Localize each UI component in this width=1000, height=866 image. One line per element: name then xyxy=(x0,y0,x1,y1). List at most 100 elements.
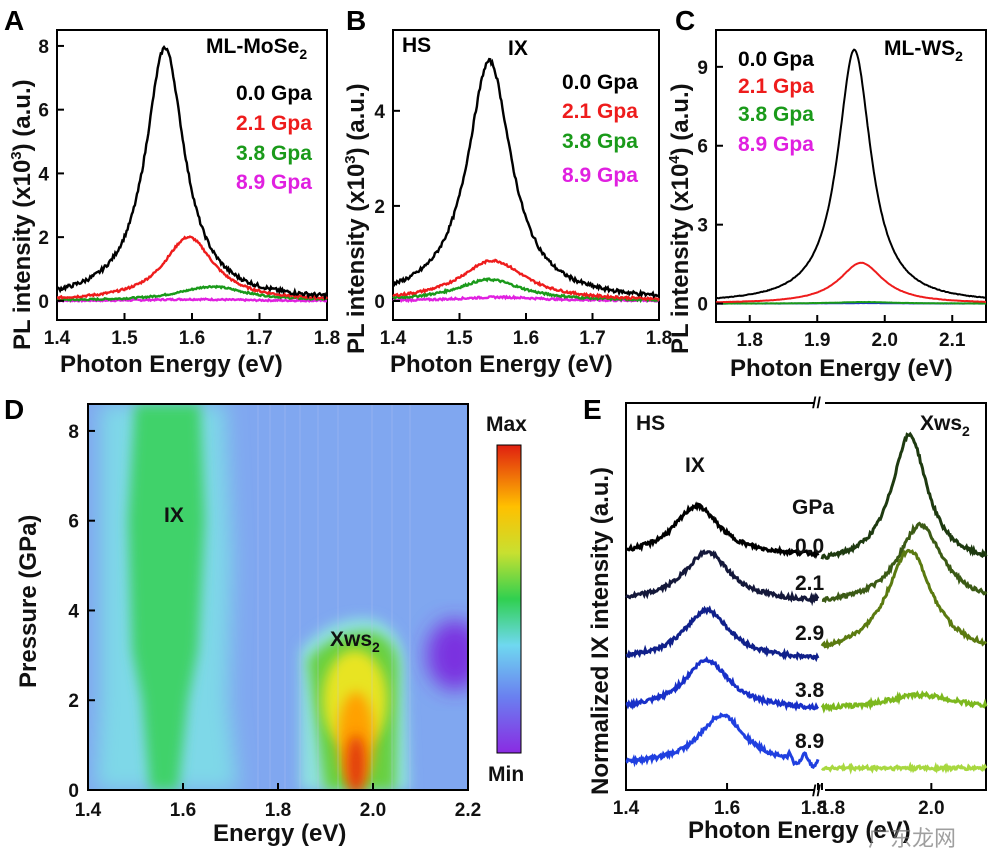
panel-e-pressure-4: 8.9 xyxy=(795,730,824,753)
panel-e-pressure-2: 2.9 xyxy=(795,622,824,645)
panel-a-ticks: 1.4 1.5 1.6 1.7 1.8 0 2 4 6 8 xyxy=(38,37,340,349)
x-tick-label: 1.4 xyxy=(613,798,640,819)
y-tick-label: 6 xyxy=(697,137,708,158)
xws2-curve-2-9 xyxy=(820,548,988,650)
panel-d-ylabel: Pressure (GPa) xyxy=(15,515,42,688)
panel-e-xlabel: Photon Energy (eV) xyxy=(688,817,911,844)
panel-b-ticks: 1.4 1.5 1.6 1.7 1.8 0 2 4 xyxy=(374,102,672,349)
y-tick-label: 2 xyxy=(68,691,79,712)
panel-e-letter: E xyxy=(583,394,602,425)
panel-d-xlabel: Energy (eV) xyxy=(213,820,346,847)
panel-d-letter: D xyxy=(4,394,24,425)
panel-b-letter: B xyxy=(346,5,366,36)
x-tick-label: 1.7 xyxy=(579,328,605,349)
panel-d-xws2-label: Xws2 xyxy=(330,628,380,655)
x-tick-label: 2.0 xyxy=(360,800,386,821)
y-tick-label: 8 xyxy=(38,37,49,58)
panel-e-pressure-0: 0.0 xyxy=(795,535,824,558)
x-tick-label: 1.6 xyxy=(714,798,740,819)
panel-a-ylabel: PL intensity (x103) (a.u.) xyxy=(8,79,36,350)
x-tick-label: 1.4 xyxy=(44,328,71,349)
panel-d: D 1.4 1.6 1. xyxy=(4,394,527,847)
panel-b-legend-1: 2.1 Gpa xyxy=(562,100,638,123)
y-tick-label: 3 xyxy=(697,216,708,237)
y-tick-label: 4 xyxy=(38,164,49,185)
panel-b-ylabel: PL intensity (x103) (a.u.) xyxy=(342,83,370,354)
series-line-2-1-gpa xyxy=(392,258,660,302)
panel-d-ticks: 1.4 1.6 1.8 2.0 2.2 0 2 4 6 8 xyxy=(68,422,481,821)
panel-a-legend-1: 2.1 Gpa xyxy=(236,112,312,135)
x-tick-label: 1.8 xyxy=(646,328,672,349)
series-line-0-0-gpa xyxy=(56,45,328,302)
panel-b-legend-2: 3.8 Gpa xyxy=(562,130,638,153)
panel-e-ticks: 1.4 1.6 1.81.8 2.0 xyxy=(613,783,945,819)
panel-e-break-mark-bottom: // xyxy=(812,783,821,800)
x-tick-label: 1.4 xyxy=(75,800,102,821)
panel-c-title: ML-WS2 xyxy=(884,37,963,64)
y-tick-label: 9 xyxy=(697,58,708,79)
panel-c-frame xyxy=(715,29,987,323)
colorbar-min-label: Min xyxy=(488,763,524,786)
x-tick-label: 2.0 xyxy=(918,798,944,819)
x-tick-label: 1.8 xyxy=(819,798,845,819)
panel-c-curves xyxy=(715,48,987,305)
x-tick-label: 1.6 xyxy=(170,800,196,821)
colorbar-max-label: Max xyxy=(486,413,527,436)
x-tick-label: 1.8 xyxy=(314,328,340,349)
panel-e-pressure-1: 2.1 xyxy=(795,572,825,595)
y-tick-label: 6 xyxy=(68,512,79,533)
panel-e-break-top xyxy=(815,396,825,410)
panel-b: B 1.4 1.5 1.6 1.7 1.8 0 2 4 HS IX 0.0 Gpa 2.1 G… xyxy=(342,5,672,378)
y-tick-label: 2 xyxy=(38,228,49,249)
y-tick-label: 2 xyxy=(374,197,385,218)
series-line-2-1-gpa xyxy=(715,261,986,304)
panel-c-legend-2: 3.8 Gpa xyxy=(738,103,814,126)
x-tick-label: 1.7 xyxy=(246,328,272,349)
panel-a-title: ML-MoSe2 xyxy=(206,35,307,62)
x-tick-label: 1.5 xyxy=(111,328,138,349)
heatmap-purple-blob xyxy=(427,620,468,690)
series-line-2-1-gpa xyxy=(56,235,329,301)
panel-a-letter: A xyxy=(4,5,24,36)
panel-c: C 1.8 1.9 2.0 2.1 0 3 6 9 ML-WS2 0.0 Gpa 2.1 Gp… xyxy=(666,5,987,382)
x-tick-label: 1.8 xyxy=(265,800,291,821)
ix-curve-8-9 xyxy=(625,712,820,770)
x-tick-label: 2.1 xyxy=(939,330,966,351)
y-tick-label: 4 xyxy=(68,601,79,622)
panel-c-ticks: 1.8 1.9 2.0 2.1 0 3 6 9 xyxy=(697,58,965,351)
x-tick-label: 1.4 xyxy=(380,328,407,349)
panel-e-break-mark-top: // xyxy=(812,395,821,412)
panel-b-xlabel: Photon Energy (eV) xyxy=(390,351,613,378)
x-tick-label: 1.8 xyxy=(737,330,763,351)
panel-b-legend-0: 0.0 Gpa xyxy=(562,71,638,94)
y-tick-label: 6 xyxy=(38,101,49,122)
x-tick-label: 2.2 xyxy=(455,800,481,821)
panel-c-legend-1: 2.1 Gpa xyxy=(738,75,814,98)
panel-c-xlabel: Photon Energy (eV) xyxy=(730,355,953,382)
panel-e: E // // 1.4 1.6 1.81.8 2.0 HS IX Xws2 GPa 0… xyxy=(583,394,988,851)
x-tick-label: 1.6 xyxy=(179,328,205,349)
panel-e-curves xyxy=(624,431,988,775)
x-tick-label: 1.8 xyxy=(801,798,827,819)
panel-a-legend-0: 0.0 Gpa xyxy=(236,82,312,105)
x-tick-label: 1.9 xyxy=(804,330,830,351)
y-tick-label: 4 xyxy=(374,102,385,123)
y-tick-label: 0 xyxy=(374,292,385,313)
xws2-curve-8-9 xyxy=(820,761,988,775)
panel-e-hs-label: HS xyxy=(636,412,665,435)
panel-b-hs-label: HS xyxy=(402,34,431,57)
xws2-curve-3-8 xyxy=(820,690,988,714)
panel-e-gpa-label: GPa xyxy=(792,496,834,519)
series-line-0-0-gpa xyxy=(392,57,660,299)
panel-b-curves xyxy=(392,57,660,304)
xws2-curve-0-0 xyxy=(820,431,988,560)
panel-a-legend-2: 3.8 Gpa xyxy=(236,142,312,165)
ix-curve-2-1 xyxy=(624,549,820,607)
x-tick-label: 1.6 xyxy=(513,328,539,349)
series-line-3-8-gpa xyxy=(56,284,328,302)
panel-b-legend-3: 8.9 Gpa xyxy=(562,164,638,187)
heatmap xyxy=(88,404,468,790)
ix-curve-2-9 xyxy=(625,605,820,663)
panel-e-xws2-label: Xws2 xyxy=(920,412,970,439)
